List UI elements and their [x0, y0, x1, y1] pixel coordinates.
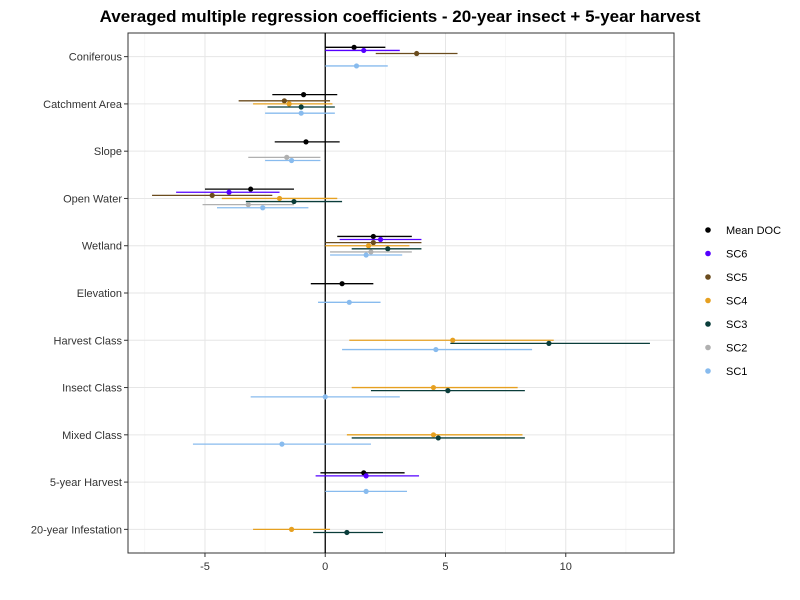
estimate-point — [361, 47, 367, 54]
estimate-point — [303, 139, 309, 145]
estimate-point — [245, 202, 251, 208]
y-tick-label: Wetland — [82, 241, 122, 253]
legend-key — [705, 274, 711, 280]
estimate-point — [286, 101, 292, 107]
estimate-point — [385, 246, 391, 252]
legend-label: SC5 — [726, 272, 747, 284]
x-tick-label: 10 — [560, 561, 572, 573]
estimate-point — [370, 233, 376, 240]
estimate-point — [363, 473, 369, 479]
legend-key — [705, 344, 711, 351]
y-tick-label: Catchment Area — [43, 99, 123, 111]
estimate-point — [260, 205, 266, 211]
y-tick-label: Coniferous — [69, 52, 123, 64]
estimate-point — [276, 195, 283, 202]
estimate-point — [445, 388, 451, 394]
x-tick-label: 0 — [322, 561, 328, 573]
series-sc6 — [176, 47, 422, 479]
series-sc3 — [245, 104, 650, 536]
series-sc4 — [221, 101, 554, 532]
estimate-point — [368, 249, 374, 255]
estimate-point — [363, 252, 369, 258]
plot-panel: Coniferous Catchment Area Slope Open Water W… — [31, 32, 675, 573]
y-tick-label: 5-year Harvest — [50, 477, 122, 489]
estimate-point — [288, 526, 295, 532]
estimate-point — [450, 337, 456, 343]
estimate-point — [281, 98, 287, 104]
estimate-point — [346, 299, 352, 305]
estimate-point — [284, 154, 290, 160]
y-tick-label: Mixed Class — [62, 430, 122, 442]
y-tick-label: Insect Class — [62, 383, 122, 395]
legend: Mean DOC SC6 SC5 SC4 SC3 SC2 SC1 — [705, 225, 781, 378]
x-tick-label: -5 — [200, 561, 210, 573]
estimate-point — [298, 110, 304, 116]
y-tick-label: Elevation — [77, 288, 122, 300]
legend-key — [705, 368, 711, 374]
estimate-point — [377, 236, 384, 243]
legend-key — [705, 297, 711, 304]
legend-label: SC2 — [726, 343, 747, 355]
legend-label: SC1 — [726, 366, 747, 378]
legend-label: SC3 — [726, 319, 747, 331]
legend-key — [705, 321, 711, 327]
estimate-point — [365, 243, 372, 249]
estimate-point — [344, 529, 350, 536]
legend-label: SC6 — [726, 249, 747, 261]
estimate-point — [300, 92, 307, 98]
estimate-point — [279, 441, 285, 447]
legend-label: Mean DOC — [726, 225, 781, 237]
series-sc1 — [192, 63, 533, 494]
estimate-point — [430, 384, 437, 391]
estimate-point — [433, 346, 439, 353]
estimate-point — [339, 281, 345, 287]
estimate-point — [298, 104, 304, 110]
estimate-point — [351, 44, 357, 50]
x-tick-label: 5 — [442, 561, 448, 573]
estimate-point — [353, 63, 360, 69]
legend-label: SC4 — [726, 296, 747, 308]
legend-key — [705, 227, 711, 233]
estimate-point — [248, 186, 254, 192]
estimate-point — [363, 488, 369, 494]
series-sc5 — [152, 50, 458, 246]
estimate-point — [546, 340, 552, 346]
estimate-point — [291, 198, 297, 205]
estimate-point — [430, 432, 437, 438]
estimate-point — [226, 189, 232, 195]
y-tick-label: Harvest Class — [54, 335, 123, 347]
estimate-point — [322, 394, 328, 400]
estimate-point — [370, 240, 376, 246]
series-sc2 — [202, 154, 412, 255]
estimate-point — [414, 50, 420, 57]
y-tick-label: Open Water — [63, 193, 122, 205]
estimate-point — [288, 157, 295, 164]
estimate-point — [435, 435, 441, 441]
y-tick-label: Slope — [94, 146, 122, 158]
estimate-point — [209, 192, 215, 198]
legend-key — [705, 250, 711, 257]
chart-title: Averaged multiple regression coefficient… — [100, 7, 701, 26]
y-tick-label: 20-year Infestation — [31, 524, 122, 536]
